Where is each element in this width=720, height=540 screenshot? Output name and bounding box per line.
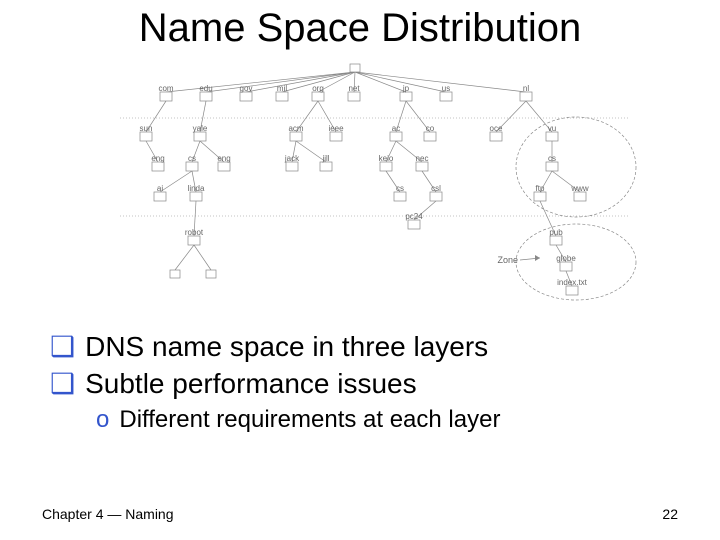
svg-text:nl: nl [523,84,529,93]
svg-text:vu: vu [548,124,556,133]
svg-text:jack: jack [284,154,300,163]
bullet-1: ❑ DNS name space in three layers [50,330,680,363]
svg-text:mil: mil [277,84,287,93]
svg-text:org: org [312,84,324,93]
svg-text:eng: eng [151,154,164,163]
svg-text:pc24: pc24 [405,212,423,221]
svg-text:eng: eng [217,154,230,163]
bullet-marker: o [96,406,109,433]
svg-text:edu: edu [199,84,212,93]
svg-text:cs: cs [188,154,196,163]
svg-text:oce: oce [490,124,503,133]
bullet-marker: ❑ [50,368,75,399]
svg-text:nec: nec [416,154,429,163]
svg-text:robot: robot [185,228,204,237]
svg-text:us: us [442,84,450,93]
bullet-1-text: DNS name space in three layers [85,331,488,362]
svg-text:gov: gov [240,84,253,93]
svg-text:cs: cs [548,154,556,163]
svg-text:www: www [570,184,589,193]
svg-text:Zone: Zone [497,255,518,265]
svg-text:sun: sun [140,124,153,133]
svg-text:keio: keio [379,154,394,163]
slide-title: Name Space Distribution [0,0,720,51]
svg-text:ai: ai [157,184,163,193]
svg-text:com: com [158,84,173,93]
footer-chapter: Chapter 4 — Naming [42,506,174,522]
bullet-2-text: Subtle performance issues [85,368,417,399]
bullet-marker: ❑ [50,331,75,362]
svg-text:net: net [348,84,360,93]
svg-text:yale: yale [193,124,208,133]
svg-text:acm: acm [288,124,303,133]
svg-text:ftp: ftp [536,184,545,193]
dns-tree-diagram: com edu gov mil org net jp us nl sun yale acm ieee ac… [90,62,650,312]
footer-page-number: 22 [662,506,678,522]
svg-text:jp: jp [402,84,410,93]
svg-text:globe: globe [556,254,576,263]
svg-text:index.txt: index.txt [557,278,588,287]
svg-text:ieee: ieee [328,124,344,133]
sub-bullet-1-text: Different requirements at each layer [119,406,500,433]
svg-text:linda: linda [188,184,205,193]
svg-text:cs: cs [396,184,404,193]
sub-bullet-1: o Different requirements at each layer [96,406,680,434]
bullet-2: ❑ Subtle performance issues [50,367,680,400]
bullet-list: ❑ DNS name space in three layers ❑ Subtle … [50,330,680,434]
svg-text:jill: jill [321,154,329,163]
svg-text:ac: ac [392,124,400,133]
svg-text:co: co [426,124,435,133]
svg-text:csl: csl [431,184,441,193]
svg-text:pub: pub [549,228,563,237]
